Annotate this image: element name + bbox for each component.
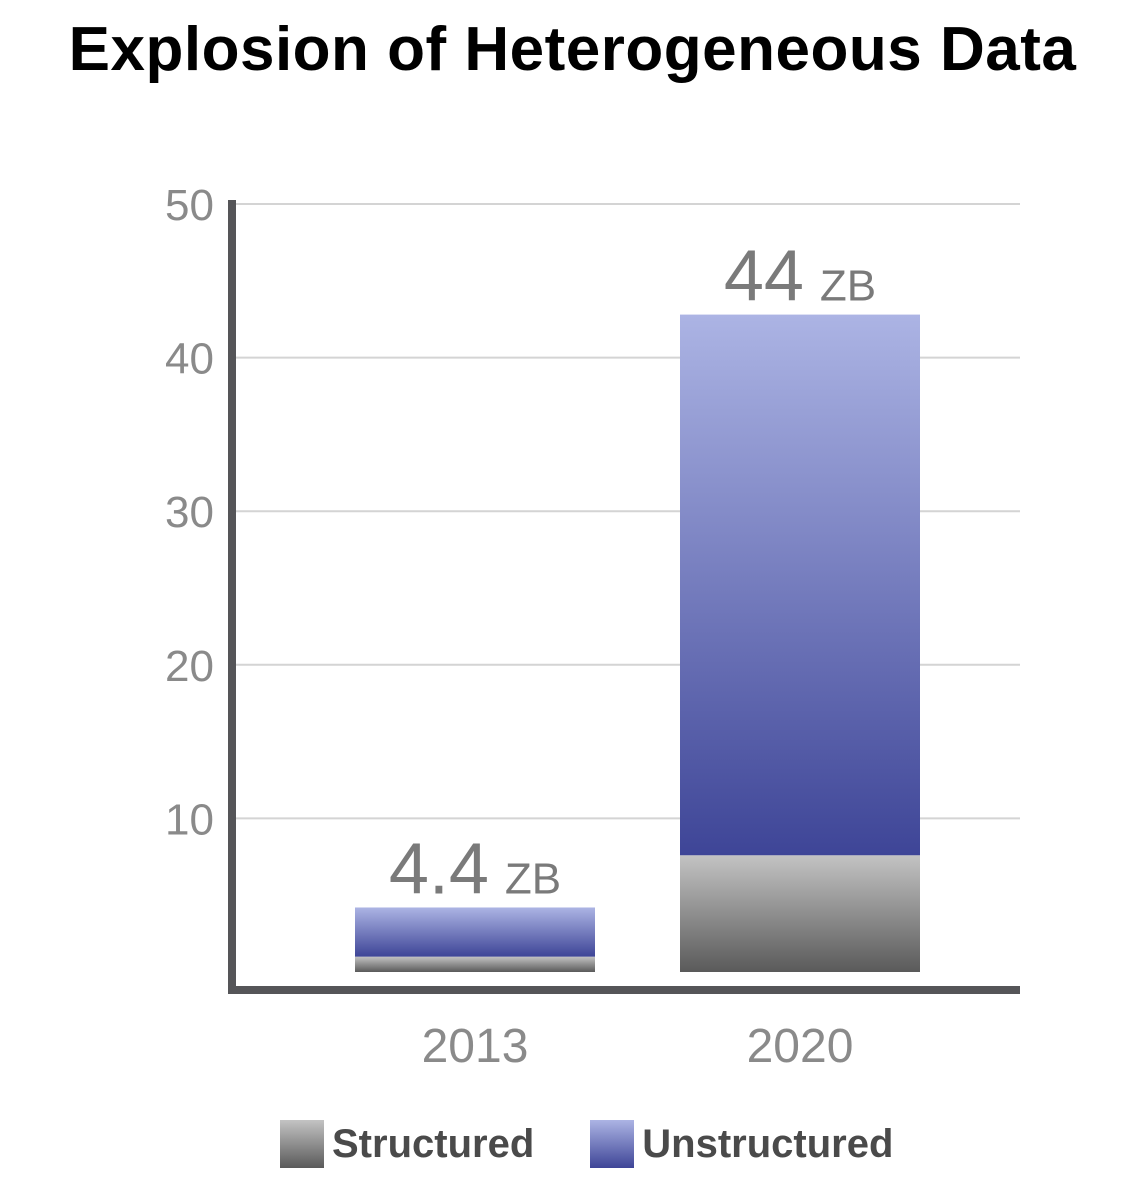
x-tick-label-2020: 2020 <box>747 1020 854 1073</box>
y-tick-label-10: 10 <box>165 795 214 844</box>
bar-2013-unstructured <box>355 907 595 957</box>
y-tick-label-30: 30 <box>165 488 214 537</box>
y-tick-label-20: 20 <box>165 642 214 691</box>
bar-2013-structured <box>355 956 595 972</box>
legend-item-structured: Structured <box>280 1120 534 1168</box>
chart-title: Explosion of Heterogeneous Data <box>68 15 1077 84</box>
bar-label-2020: 44 ZB <box>724 237 876 317</box>
legend-swatch-structured <box>280 1120 324 1168</box>
y-tick-label-40: 40 <box>165 335 214 384</box>
legend-swatch-unstructured <box>590 1120 635 1168</box>
legend-label-unstructured: Unstructured <box>642 1121 894 1166</box>
bar-labels: 4.4 ZB 44 ZB <box>389 237 876 910</box>
y-tick-label-50: 50 <box>165 181 214 230</box>
bar-2020-structured <box>680 855 920 972</box>
bar-label-2013: 4.4 ZB <box>389 829 561 909</box>
bars <box>355 314 920 972</box>
legend: Structured Unstructured <box>280 1120 893 1168</box>
x-tick-label-2013: 2013 <box>422 1020 529 1073</box>
axes <box>228 200 1020 994</box>
y-axis-ticks: 10 20 30 40 50 <box>165 181 214 844</box>
legend-label-structured: Structured <box>332 1121 535 1166</box>
x-axis-ticks: 2013 2020 <box>422 1020 854 1073</box>
legend-item-unstructured: Unstructured <box>590 1120 893 1168</box>
bar-2020-unstructured <box>680 314 920 856</box>
